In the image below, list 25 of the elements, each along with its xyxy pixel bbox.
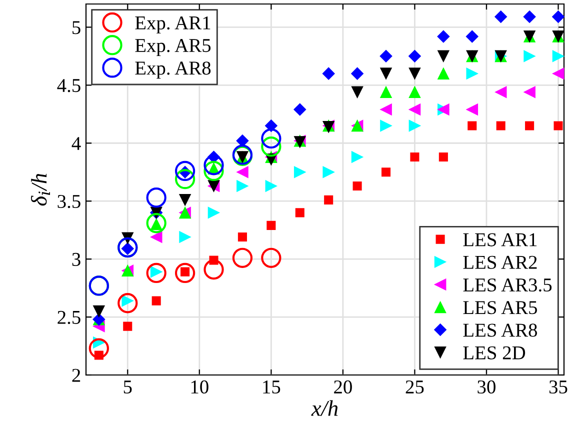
legend-label: LES 2D	[463, 346, 526, 360]
x-axis-title: x/h	[311, 400, 338, 416]
y-tick-label: 5	[72, 21, 80, 34]
x-tick-label: 10	[191, 380, 208, 394]
x-tick-label: 15	[263, 380, 280, 394]
legend-label: LES AR8	[463, 324, 538, 337]
legend-label: Exp. AR1	[135, 16, 210, 34]
y-tick-label: 3.5	[58, 194, 80, 208]
y-tick-label: 2.5	[58, 310, 80, 324]
x-tick-label: 30	[478, 380, 496, 394]
y-tick-label: 4.5	[57, 79, 80, 92]
legend-label: LES AR1	[463, 233, 537, 246]
legend-label: Exp. AR5	[135, 39, 211, 56]
x-tick-label: 20	[334, 380, 352, 394]
legend-label: LES AR5	[463, 301, 537, 314]
y-tick-label: 3	[72, 252, 80, 266]
y-tick-label: 4	[72, 137, 81, 150]
x-tick-label: 25	[406, 380, 424, 394]
legend-label: Exp. AR8	[135, 62, 211, 79]
y-tick-label: 2	[72, 368, 80, 382]
x-tick-label: 5	[124, 380, 132, 394]
y-axis-title: δ$_{i}$/h	[30, 174, 50, 206]
legend-label: LES AR2	[463, 256, 537, 269]
x-tick-label: 35	[549, 380, 568, 394]
legend-label: LES AR3.5	[463, 278, 552, 292]
